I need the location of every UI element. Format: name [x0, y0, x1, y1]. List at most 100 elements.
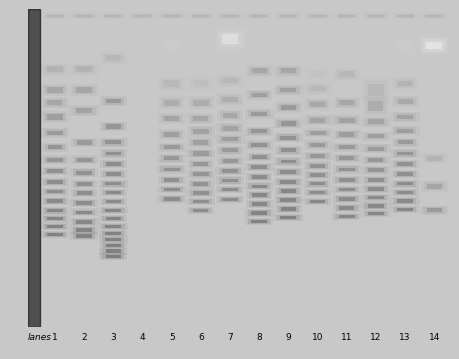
Bar	[306, 172, 327, 178]
Bar	[306, 130, 328, 136]
Bar	[276, 86, 299, 94]
Bar	[100, 189, 127, 196]
Text: 13: 13	[398, 334, 410, 342]
Bar	[335, 166, 357, 172]
Bar	[274, 13, 302, 19]
Text: 10: 10	[311, 334, 323, 342]
Bar	[274, 102, 302, 113]
Text: 8: 8	[256, 334, 262, 342]
Bar	[70, 137, 97, 147]
Bar	[157, 38, 185, 53]
Bar	[251, 185, 266, 188]
Bar	[423, 182, 444, 190]
Bar	[157, 113, 185, 124]
Bar	[360, 144, 390, 153]
Bar	[274, 157, 302, 165]
Bar	[394, 40, 414, 51]
Bar	[397, 140, 412, 144]
Bar	[186, 13, 215, 19]
Bar	[100, 122, 127, 131]
Bar	[222, 148, 237, 153]
Bar	[251, 112, 267, 116]
Bar	[157, 143, 186, 152]
Bar	[222, 188, 237, 191]
Bar	[247, 110, 270, 117]
Bar	[192, 14, 208, 18]
Bar	[160, 187, 182, 192]
Bar	[331, 176, 360, 184]
Bar	[193, 140, 208, 145]
Bar	[273, 85, 302, 95]
Bar	[390, 170, 418, 178]
Bar	[245, 65, 272, 76]
Bar	[216, 196, 243, 204]
Bar	[280, 180, 296, 183]
Bar	[161, 98, 182, 107]
Bar	[367, 84, 383, 95]
Bar	[280, 159, 296, 163]
Bar	[422, 13, 444, 19]
Bar	[390, 112, 419, 122]
Bar	[364, 211, 386, 216]
Bar	[397, 191, 412, 194]
Bar	[76, 108, 92, 113]
Bar	[40, 167, 69, 175]
Bar	[41, 188, 68, 196]
Bar	[361, 131, 389, 141]
Bar	[134, 14, 150, 18]
Bar	[192, 172, 208, 176]
Bar	[102, 224, 124, 229]
Bar	[47, 225, 62, 228]
Bar	[158, 77, 185, 90]
Bar	[45, 99, 65, 107]
Bar	[47, 169, 63, 173]
Bar	[105, 238, 121, 241]
Bar	[332, 195, 360, 203]
Bar	[393, 206, 415, 212]
Bar	[100, 149, 127, 158]
Bar	[390, 206, 418, 213]
Bar	[368, 101, 382, 111]
Bar	[47, 131, 63, 135]
Bar	[393, 13, 415, 19]
Text: lanes: lanes	[28, 334, 51, 342]
Bar	[163, 42, 179, 49]
Bar	[157, 176, 185, 184]
Bar	[73, 233, 95, 239]
Bar	[361, 185, 389, 193]
Bar	[362, 156, 389, 164]
Bar	[215, 93, 244, 106]
Bar	[76, 211, 92, 214]
Bar	[160, 144, 183, 150]
Bar	[364, 203, 386, 209]
Bar	[76, 201, 92, 205]
Bar	[105, 140, 121, 144]
Bar	[274, 214, 302, 221]
Bar	[69, 13, 99, 19]
Bar	[277, 147, 298, 154]
Bar	[391, 13, 418, 19]
Bar	[247, 219, 269, 224]
Bar	[41, 178, 69, 186]
Bar	[189, 150, 212, 157]
Bar	[105, 209, 121, 212]
Bar	[303, 140, 331, 149]
Bar	[221, 169, 238, 173]
Bar	[133, 15, 151, 17]
Bar	[103, 190, 123, 195]
Bar	[100, 52, 127, 65]
Bar	[304, 99, 330, 109]
Bar	[160, 40, 182, 51]
Bar	[45, 144, 65, 150]
Bar	[47, 115, 62, 120]
Bar	[364, 118, 386, 126]
Text: 2: 2	[81, 334, 87, 342]
Bar	[216, 156, 243, 165]
Bar	[76, 228, 92, 232]
Bar	[163, 178, 179, 182]
Bar	[106, 99, 120, 103]
Bar	[219, 197, 240, 202]
Bar	[99, 236, 127, 243]
Bar	[338, 118, 354, 122]
Bar	[248, 183, 269, 189]
